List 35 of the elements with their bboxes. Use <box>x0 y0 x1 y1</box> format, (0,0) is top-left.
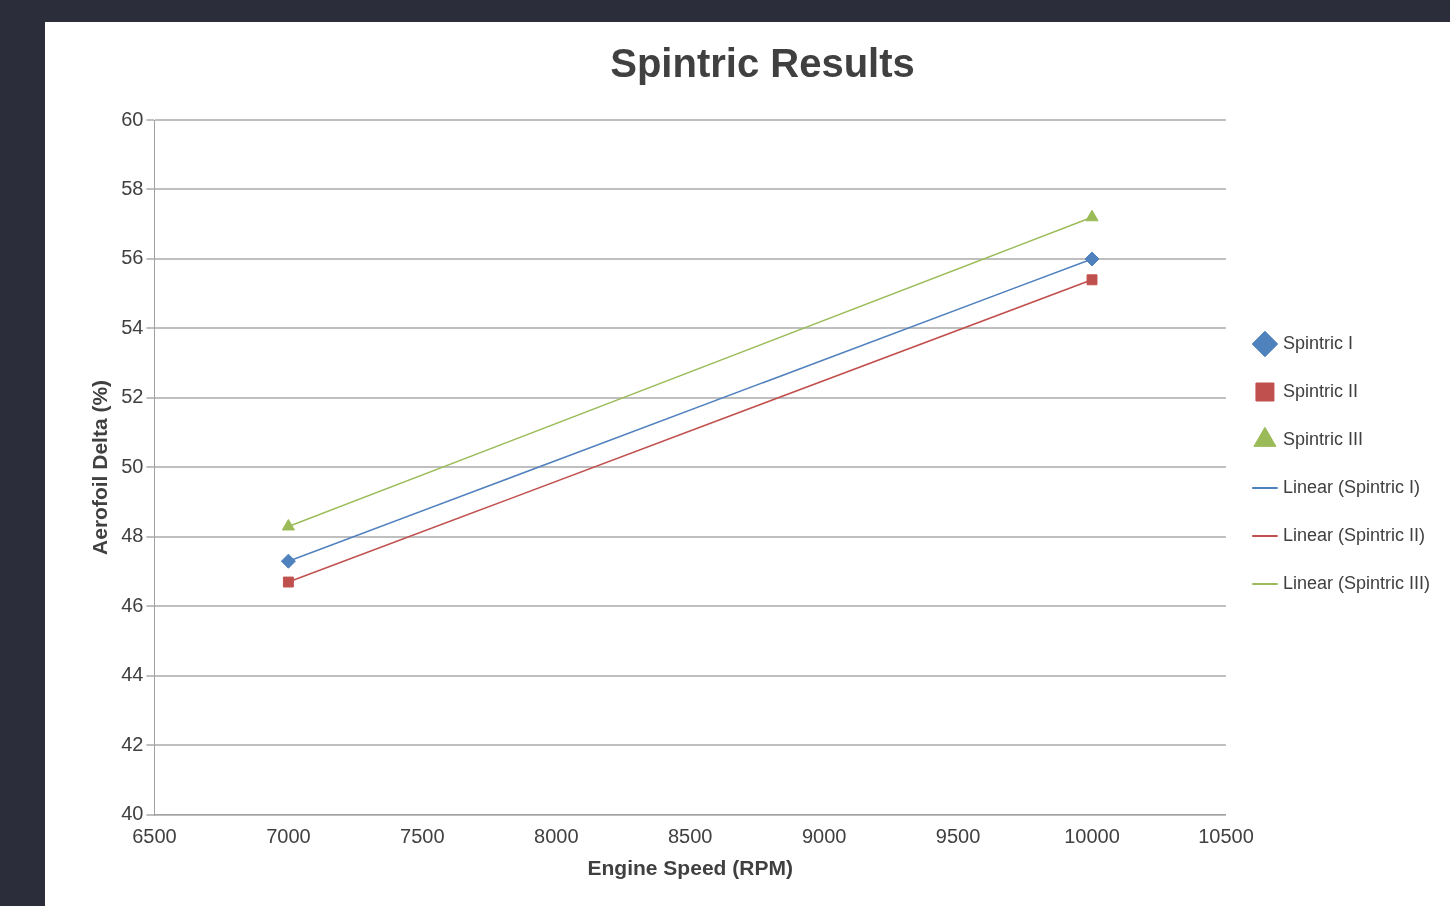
x-tick-label: 9000 <box>801 825 847 848</box>
y-tick-label: 48 <box>121 524 144 547</box>
legend-label: Linear (Spintric I) <box>1282 476 1421 497</box>
x-tick-label: 7000 <box>266 825 311 848</box>
x-tick-label: 10000 <box>1064 825 1120 848</box>
x-tick-label: 8000 <box>534 825 579 848</box>
point <box>1085 209 1099 222</box>
y-tick-label: 44 <box>121 663 144 686</box>
y-tick-label: 58 <box>121 177 144 199</box>
y-tick-label: 46 <box>121 593 144 616</box>
legend-label: Linear (Spintric II) <box>1282 524 1426 545</box>
x-tick-label: 7500 <box>400 825 445 848</box>
point <box>280 553 296 569</box>
y-tick-label: 42 <box>121 732 144 755</box>
x-tick-label: 10500 <box>1198 825 1254 848</box>
y-axis-title: Aerofoil Delta (%) <box>88 379 112 555</box>
y-tick-label: 50 <box>121 454 144 477</box>
point <box>282 576 294 588</box>
y-tick-label: 52 <box>121 385 144 408</box>
legend-label: Spintric I <box>1282 332 1353 353</box>
x-axis-title: Engine Speed (RPM) <box>587 856 793 880</box>
point <box>281 518 295 531</box>
legend-label: Spintric III <box>1282 428 1363 449</box>
point <box>1084 251 1100 267</box>
x-tick-label: 6500 <box>132 825 177 848</box>
x-tick-label: 9500 <box>935 825 981 848</box>
y-tick-label: 56 <box>121 246 144 269</box>
point <box>1086 274 1098 286</box>
chart-title: Spintric Results <box>610 41 915 86</box>
legend-label: Linear (Spintric III) <box>1282 572 1431 593</box>
x-tick-label: 8500 <box>667 825 713 848</box>
legend-label: Spintric II <box>1282 380 1358 401</box>
y-tick-label: 40 <box>121 802 144 825</box>
y-tick-label: 54 <box>121 315 144 338</box>
y-tick-label: 60 <box>121 107 144 130</box>
